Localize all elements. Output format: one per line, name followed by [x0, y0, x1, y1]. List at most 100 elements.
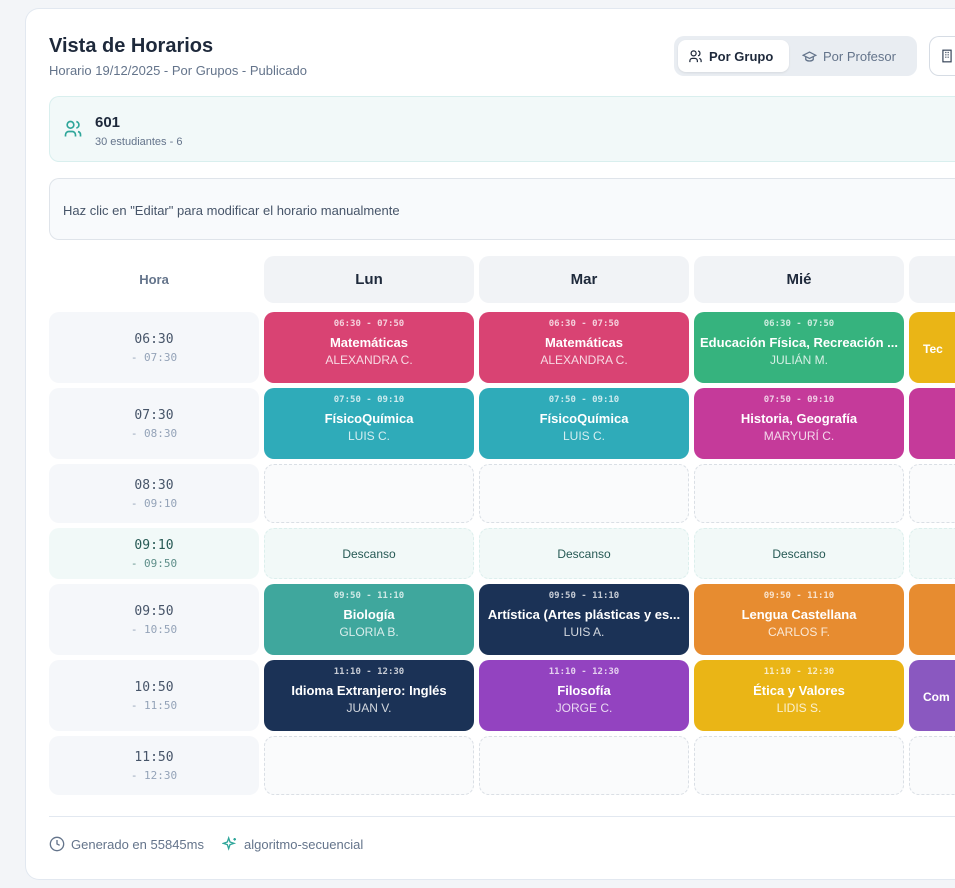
clock-icon [49, 836, 65, 852]
class-subject: Com [923, 690, 950, 704]
class-block[interactable]: 09:50 - 11:10 Lengua Castellana CARLOS F. [694, 584, 904, 655]
class-teacher: LIDIS S. [776, 701, 822, 715]
graduation-cap-icon [802, 50, 817, 62]
class-block[interactable]: 07:50 - 09:10 Historia, Geografía MARYURÍ … [694, 388, 904, 459]
empty-slot[interactable] [479, 464, 689, 523]
group-meta: 30 estudiantes - 6 [95, 136, 183, 148]
page-title: Vista de Horarios [49, 35, 214, 57]
time-start: 08:30 [134, 477, 174, 493]
class-block[interactable]: 09:50 - 11:10 Artística (Artes plásticas … [479, 584, 689, 655]
by-group-label: Por Grupo [709, 48, 774, 64]
time-end: - 10:50 [130, 622, 178, 636]
class-block[interactable]: 06:30 - 07:50 Educación Física, Recreació… [694, 312, 904, 383]
class-subject: Artística (Artes plásticas y es... [487, 607, 681, 622]
class-subject: Matemáticas [544, 335, 624, 350]
class-subject: Educación Física, Recreación ... [700, 335, 898, 350]
break-slot: Descanso [264, 528, 474, 579]
empty-slot[interactable] [694, 464, 904, 523]
class-teacher: GLORIA B. [339, 625, 399, 639]
time-slot: 09:10 - 09:50 [49, 528, 259, 579]
class-block[interactable]: 11:10 - 12:30 Idioma Extranjero: Inglés JU… [264, 660, 474, 731]
class-teacher: JORGE C. [555, 701, 613, 715]
by-group-button[interactable]: Por Grupo [678, 40, 789, 72]
class-block[interactable]: 11:10 - 12:30 Filosofía JORGE C. [479, 660, 689, 731]
class-subject: Biología [343, 607, 395, 622]
class-block[interactable] [909, 388, 955, 459]
class-block[interactable]: 07:50 - 09:10 FísicoQuímica LUIS C. [479, 388, 689, 459]
class-time: 06:30 - 07:50 [763, 319, 835, 329]
empty-slot[interactable] [264, 464, 474, 523]
class-subject: Tec [923, 342, 943, 356]
time-slot: 08:30 - 09:10 [49, 464, 259, 523]
class-subject: Ética y Valores [753, 683, 845, 698]
class-subject: Matemáticas [329, 335, 409, 350]
class-teacher: JUAN V. [346, 701, 392, 715]
time-start: 07:30 [134, 407, 174, 423]
class-teacher: CARLOS F. [767, 625, 830, 639]
time-start: 09:10 [134, 537, 174, 553]
empty-slot[interactable] [694, 736, 904, 795]
edit-hint: Haz clic en "Editar" para modificar el h… [49, 178, 955, 240]
class-block[interactable]: Com [909, 660, 955, 731]
break-slot: Descanso [479, 528, 689, 579]
class-time: 11:10 - 12:30 [333, 667, 405, 677]
hora-header: Hora [139, 272, 169, 287]
time-start: 09:50 [134, 603, 174, 619]
class-block[interactable]: 11:10 - 12:30 Ética y Valores LIDIS S. [694, 660, 904, 731]
generated-time: Generado en 55845ms [71, 836, 204, 852]
building-button[interactable] [929, 36, 955, 76]
class-teacher: MARYURÍ C. [763, 429, 835, 443]
time-slot: 06:30 - 07:30 [49, 312, 259, 383]
class-block[interactable]: 06:30 - 07:50 Matemáticas ALEXANDRA C. [479, 312, 689, 383]
empty-slot[interactable] [909, 464, 955, 523]
class-subject: FísicoQuímica [324, 411, 414, 426]
empty-slot[interactable] [479, 736, 689, 795]
day-header: Mar [479, 256, 689, 303]
time-end: - 07:30 [130, 350, 178, 364]
class-subject: Filosofía [557, 683, 611, 698]
time-slot: 11:50 - 12:30 [49, 736, 259, 795]
break-slot: Descanso [694, 528, 904, 579]
group-name: 601 [95, 114, 121, 131]
class-block[interactable]: Tec [909, 312, 955, 383]
day-header: Mié [694, 256, 904, 303]
users-icon [64, 120, 82, 137]
class-time: 11:10 - 12:30 [548, 667, 620, 677]
class-block[interactable] [909, 584, 955, 655]
class-subject: Lengua Castellana [741, 607, 857, 622]
class-time: 06:30 - 07:50 [333, 319, 405, 329]
class-time: 09:50 - 11:10 [333, 591, 405, 601]
class-teacher: LUIS C. [562, 429, 605, 443]
time-start: 10:50 [134, 679, 174, 695]
day-header: Lun [264, 256, 474, 303]
users-icon [689, 49, 702, 62]
empty-slot[interactable] [909, 736, 955, 795]
class-time: 07:50 - 09:10 [548, 395, 620, 405]
empty-slot[interactable] [264, 736, 474, 795]
class-teacher: LUIS C. [347, 429, 390, 443]
class-block[interactable]: 06:30 - 07:50 Matemáticas ALEXANDRA C. [264, 312, 474, 383]
time-start: 11:50 [134, 749, 174, 765]
class-teacher: ALEXANDRA C. [540, 353, 628, 367]
class-time: 09:50 - 11:10 [763, 591, 835, 601]
by-teacher-button[interactable]: Por Profesor [792, 40, 906, 72]
time-end: - 09:50 [130, 556, 178, 570]
view-toggle: Por Grupo Por Profesor [674, 36, 917, 76]
class-block[interactable]: 09:50 - 11:10 Biología GLORIA B. [264, 584, 474, 655]
sparkles-icon [221, 836, 237, 851]
time-end: - 08:30 [130, 426, 178, 440]
class-time: 07:50 - 09:10 [333, 395, 405, 405]
algorithm-name: algoritmo-secuencial [243, 836, 364, 852]
footer: Generado en 55845ms algoritmo-secuencial [49, 836, 363, 852]
class-block[interactable]: 07:50 - 09:10 FísicoQuímica LUIS C. [264, 388, 474, 459]
time-slot: 10:50 - 11:50 [49, 660, 259, 731]
group-info: 601 30 estudiantes - 6 [49, 96, 955, 162]
page-subtitle: Horario 19/12/2025 - Por Grupos - Public… [49, 63, 307, 78]
class-time: 07:50 - 09:10 [763, 395, 835, 405]
class-time: 09:50 - 11:10 [548, 591, 620, 601]
class-teacher: JULIÁN M. [769, 353, 828, 367]
class-time: 06:30 - 07:50 [548, 319, 620, 329]
class-subject: Historia, Geografía [740, 411, 858, 426]
class-teacher: LUIS A. [563, 625, 605, 639]
day-header [909, 256, 955, 303]
